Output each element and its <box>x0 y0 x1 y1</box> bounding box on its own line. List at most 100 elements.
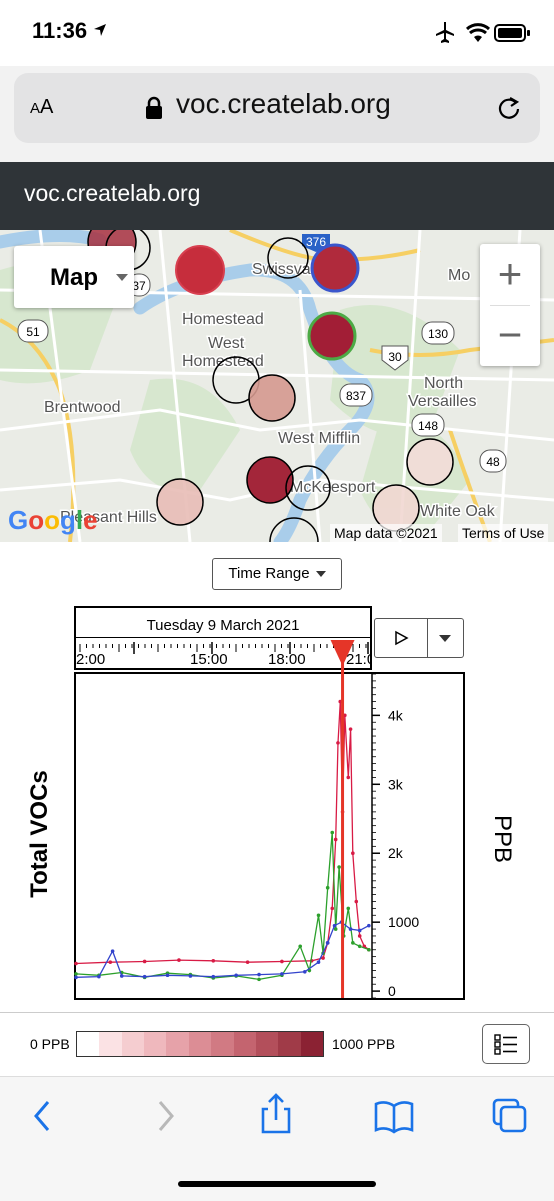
place-label: White Oak <box>420 503 496 520</box>
series-point <box>280 972 284 976</box>
sensor-marker <box>246 456 294 504</box>
layer-list-button[interactable] <box>482 1024 530 1064</box>
url-text[interactable]: voc.createlab.org <box>176 88 391 119</box>
play-button[interactable] <box>374 618 428 658</box>
series-point <box>354 899 359 904</box>
timeline-tick-label: 2:00 <box>76 651 105 668</box>
series-point <box>325 941 330 945</box>
timeline-divider <box>76 637 370 638</box>
time-cursor-handle[interactable] <box>330 640 355 666</box>
time-range-button[interactable]: Time Range <box>212 558 342 590</box>
route-shield: 130 <box>421 321 455 345</box>
legend-swatch <box>77 1032 100 1056</box>
playback-options-button[interactable] <box>428 618 464 658</box>
route-shield: 48 <box>479 449 507 473</box>
timeline-tick-label: 21:00 <box>346 651 372 668</box>
forward-arrow-icon[interactable] <box>150 1096 180 1136</box>
route-shield: 51 <box>17 319 49 343</box>
series-point <box>302 970 307 974</box>
sensor-marker <box>248 374 296 422</box>
series-point <box>351 941 355 945</box>
svg-text:51: 51 <box>26 325 40 339</box>
sensor-marker <box>269 517 319 542</box>
svg-text:376: 376 <box>306 235 326 249</box>
time-range-label: Time Range <box>228 565 310 582</box>
legend-max-label: 1000 PPB <box>332 1036 396 1052</box>
address-bar[interactable] <box>14 73 540 143</box>
google-logo-letter: l <box>75 505 84 535</box>
series-point <box>346 775 351 780</box>
series-point <box>348 727 353 731</box>
legend-swatch <box>233 1032 256 1056</box>
y-tick-label: 2k <box>388 845 404 861</box>
sensor-marker <box>175 245 225 295</box>
svg-text:30: 30 <box>388 350 402 364</box>
series-point <box>74 972 78 976</box>
svg-text:48: 48 <box>486 455 500 469</box>
chart-ylabel: Total VOCs <box>26 770 53 898</box>
timeline-axis[interactable]: 2:00 15:00 18:00 21:00 <box>74 606 372 670</box>
site-header <box>0 162 554 230</box>
google-logo-letter: o <box>44 505 61 535</box>
legend-swatch <box>211 1032 234 1056</box>
terms-of-use-link[interactable]: Terms of Use <box>458 524 549 542</box>
place-label: Homestead <box>182 311 264 328</box>
sensor-marker <box>307 311 357 361</box>
series-point <box>333 837 338 842</box>
series-point <box>119 974 124 978</box>
svg-text:148: 148 <box>418 419 438 433</box>
map-attribution: Map data ©2021 <box>330 524 442 542</box>
reload-icon[interactable] <box>496 96 522 122</box>
series-point <box>357 928 362 933</box>
legend-swatch <box>121 1032 145 1056</box>
place-label: West <box>208 335 245 352</box>
y-tick-label: 4k <box>388 707 404 723</box>
series-point <box>316 960 321 964</box>
series-point <box>165 973 170 978</box>
place-label: Versailles <box>408 393 476 410</box>
location-arrow-icon <box>94 24 106 36</box>
timeline-date: Tuesday 9 March 2021 <box>146 617 300 634</box>
series-point <box>245 960 250 964</box>
tabs-icon[interactable] <box>490 1096 530 1136</box>
place-label: Brentwood <box>44 399 121 416</box>
series-point <box>110 949 115 953</box>
series-point <box>333 927 338 931</box>
series-point <box>348 927 353 931</box>
play-icon <box>395 630 409 646</box>
place-label: Pleasant Hills <box>60 509 157 526</box>
voc-chart[interactable]: 4k 3k 2k 1000 0 <box>0 600 470 1010</box>
google-logo: Google <box>8 505 98 536</box>
chevron-down-icon <box>439 635 451 642</box>
place-label: Mo <box>448 267 470 284</box>
text-size-button[interactable]: AA <box>30 96 54 118</box>
status-icons <box>436 22 530 43</box>
status-time: 11:36 <box>32 18 88 43</box>
series-point <box>74 975 78 980</box>
y-tick-label: 0 <box>388 983 396 999</box>
legend-swatch <box>188 1032 212 1056</box>
share-icon[interactable] <box>258 1092 294 1136</box>
site-title: voc.createlab.org <box>24 180 201 206</box>
series-point <box>97 974 101 979</box>
battery-icon <box>494 24 530 42</box>
bookmarks-icon[interactable] <box>372 1096 416 1136</box>
lock-icon <box>146 96 162 119</box>
legend-swatch <box>255 1032 279 1056</box>
series-point <box>351 851 355 856</box>
status-bar <box>0 0 554 66</box>
legend-swatch <box>300 1032 323 1056</box>
timeline[interactable]: 2:00 15:00 18:00 21:00 <box>74 606 372 670</box>
legend-swatch <box>278 1032 301 1056</box>
map-type-button[interactable] <box>14 246 134 308</box>
back-arrow-icon[interactable] <box>28 1096 58 1136</box>
series-point <box>321 956 325 960</box>
zoom-in-button[interactable]: + <box>497 250 523 297</box>
home-indicator <box>178 1181 376 1187</box>
zoom-divider <box>490 305 530 306</box>
sensor-marker <box>310 243 360 293</box>
legend-swatch <box>144 1032 167 1056</box>
zoom-out-button[interactable]: − <box>497 311 523 358</box>
series-point <box>211 974 216 979</box>
series-point <box>142 959 147 964</box>
